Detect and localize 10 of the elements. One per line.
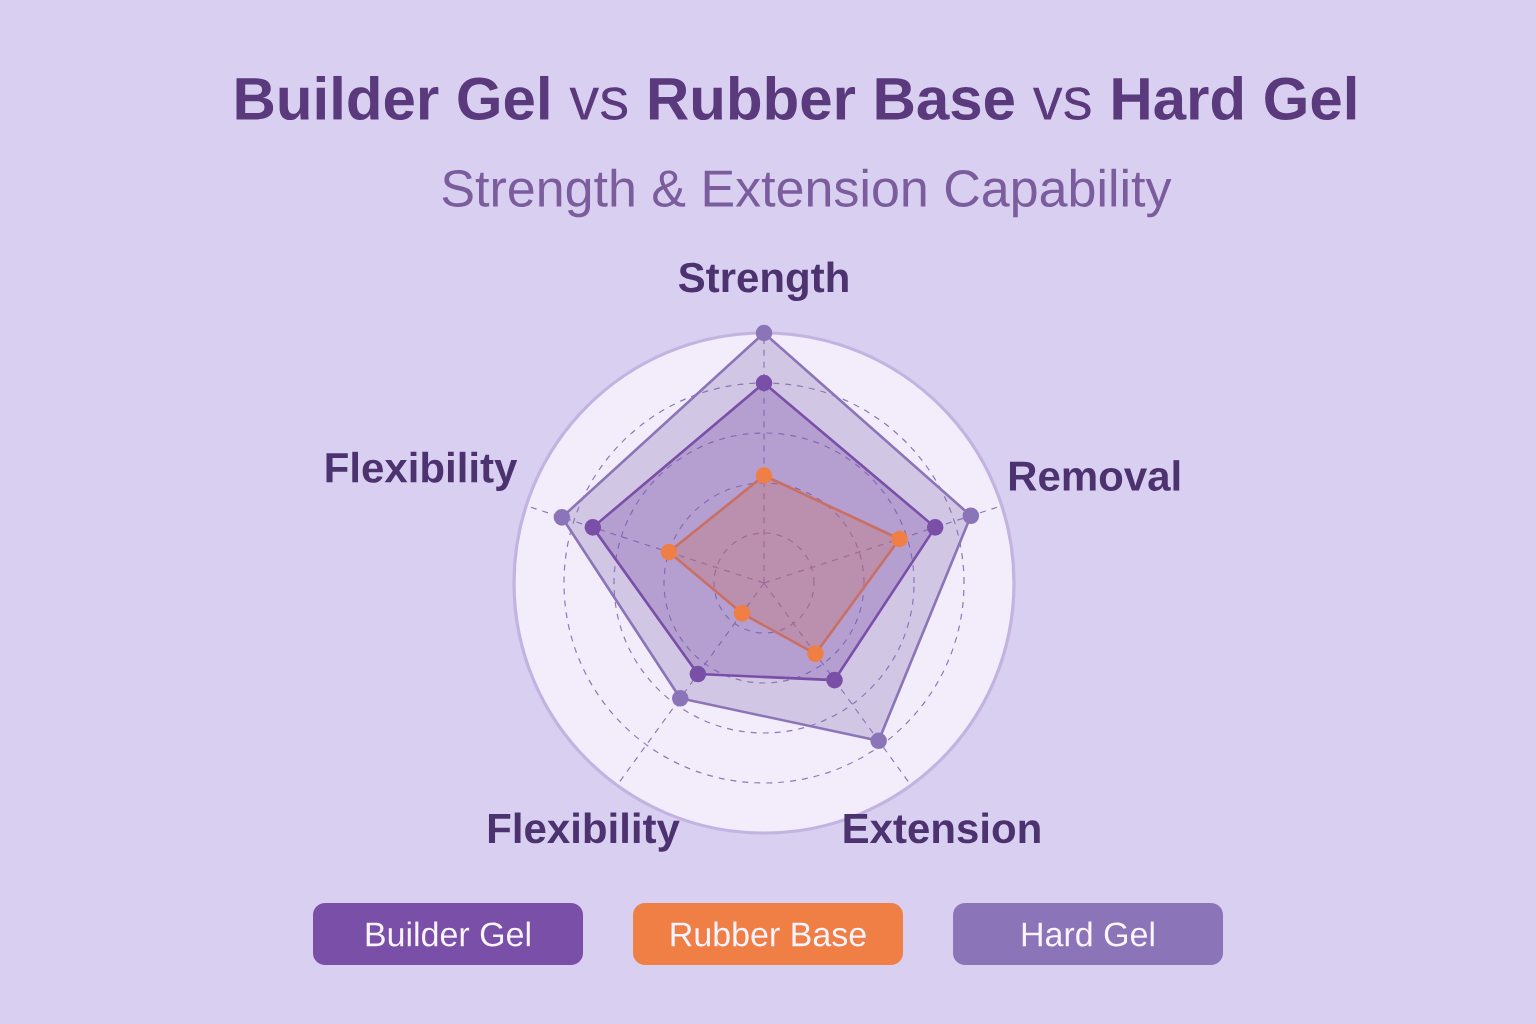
- spoke-label: Extension: [844, 812, 1040, 844]
- chart-title: Builder Gel vs Rubber Base vs Hard Gel: [236, 75, 1356, 121]
- spoke-label: Strength: [678, 261, 848, 301]
- spoke-label: Flexibility: [326, 451, 518, 491]
- chart-subtitle: Strength & Extension Capability: [442, 168, 1172, 218]
- spoke-label: Flexibility: [488, 812, 680, 852]
- text: Hard Gel: [1022, 921, 1154, 947]
- spoke-label: Removal: [1009, 460, 1180, 491]
- text: Rubber Base: [671, 921, 866, 947]
- text: Builder Gel: [366, 921, 530, 947]
